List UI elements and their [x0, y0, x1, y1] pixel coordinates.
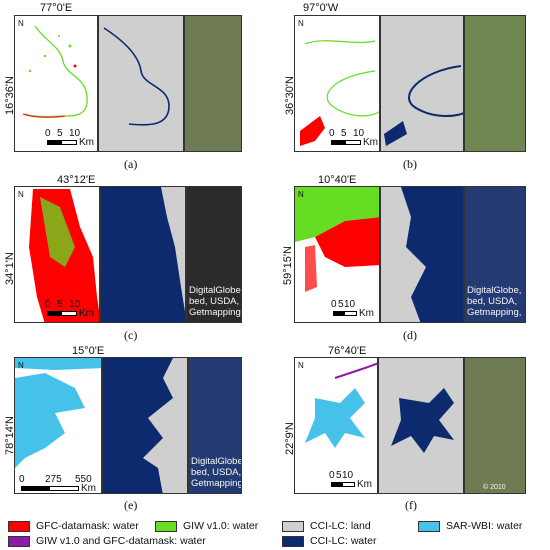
scale-tick-f-1: 5: [336, 470, 342, 481]
legend-item-cci-land: CCI-LC: land: [282, 520, 371, 532]
north-arrow-c: N: [18, 190, 24, 199]
caption-b: (b): [403, 157, 417, 171]
legend-swatch: [8, 535, 30, 547]
legend-item-giw-and-gfc-water: GIW v1.0 and GFC-datamask: water: [8, 535, 206, 547]
north-arrow-f: N: [298, 361, 304, 370]
scale-tick-a-0: 0: [45, 128, 51, 139]
scale-bar-e: [21, 486, 79, 491]
gfc-giw-map-d: N 0 5 10 Km: [294, 186, 380, 323]
coord-left-d: 59°15'N: [282, 246, 294, 285]
coord-top-d: 10°40'E: [318, 174, 357, 186]
attribution-c: DigitalGlobe, bed, USDA, Getmapping,: [189, 285, 242, 318]
sar-wbi-map-e: N 0 275 550 Km: [14, 357, 102, 494]
river-overlay-a: [22, 25, 88, 118]
scale-tick-e-0: 0: [19, 474, 25, 485]
attribution-e: DigitalGlobe, bed, USDA, Getmapping,: [191, 456, 242, 489]
scale-unit-c: Km: [79, 308, 94, 319]
satellite-image-a: [184, 15, 242, 152]
north-arrow-a: N: [18, 19, 24, 28]
satellite-image-f: © 2010 Google: [464, 357, 526, 494]
scale-unit-e: Km: [81, 483, 96, 494]
coord-top-e: 15°0'E: [72, 345, 105, 357]
scale-bar-b: [331, 140, 361, 145]
legend-item-sar-wbi-water: SAR-WBI: water: [418, 520, 522, 532]
coord-top-c: 43°12'E: [57, 174, 96, 186]
sar-wbi-map-f: N 0 5 10 Km: [294, 357, 378, 494]
cci-lc-map-c: [100, 186, 186, 323]
legend-swatch: [8, 520, 30, 532]
satellite-image-e: DigitalGlobe, bed, USDA, Getmapping,: [188, 357, 242, 494]
cci-lc-map-d: [380, 186, 464, 323]
legend-swatch: [155, 520, 177, 532]
north-arrow-b: N: [298, 19, 304, 28]
scale-tick-c-2: 10: [69, 299, 81, 310]
caption-c: (c): [124, 328, 138, 342]
scale-tick-a-2: 10: [69, 128, 81, 139]
legend-item-giw-water: GIW v1.0: water: [155, 520, 258, 532]
gfc-giw-map-a: N 0 5 10 Km: [14, 15, 98, 152]
cci-lc-map-e: [102, 357, 188, 494]
scale-tick-e-2: 550: [75, 474, 92, 485]
scale-unit-b: Km: [363, 137, 378, 148]
scale-tick-c-0: 0: [45, 299, 51, 310]
scale-bar-c: [47, 311, 77, 316]
scale-bar-a: [47, 140, 77, 145]
caption-e: (e): [124, 498, 138, 512]
gfc-giw-map-b: N 0 5 10 Km: [294, 15, 380, 152]
attribution-f: © 2010 Google: [483, 484, 506, 491]
cci-lc-map-b: [380, 15, 464, 152]
coord-top-a: 77°0'E: [40, 2, 73, 14]
scale-tick-c-1: 5: [57, 299, 63, 310]
scale-bar-d: [333, 311, 357, 316]
scale-tick-b-0: 0: [329, 128, 335, 139]
north-arrow-d: N: [298, 190, 304, 199]
scale-tick-f-0: 0: [329, 470, 335, 481]
legend-item-cci-water: CCI-LC: water: [282, 535, 377, 547]
scale-unit-d: Km: [359, 308, 374, 319]
scale-tick-b-1: 5: [341, 128, 347, 139]
caption-f: (f): [405, 498, 417, 512]
gfc-giw-map-c: N 0 5 10 Km: [14, 186, 100, 323]
scale-tick-f-2: 10: [342, 470, 354, 481]
satellite-image-d: DigitalGlobe, bed, USDA, Getmapping,: [464, 186, 526, 323]
cci-lc-map-f: [378, 357, 464, 494]
legend-item-gfc-water: GFC-datamask: water: [8, 520, 139, 532]
scale-bar-f: [331, 482, 355, 487]
legend-swatch: [418, 520, 440, 532]
scale-unit-f: Km: [357, 479, 372, 490]
caption-d: (d): [403, 328, 417, 342]
attribution-d: DigitalGlobe, bed, USDA, Getmapping,: [467, 285, 522, 318]
scale-unit-a: Km: [79, 137, 94, 148]
scale-tick-b-2: 10: [353, 128, 365, 139]
satellite-image-c: DigitalGlobe, bed, USDA, Getmapping,: [186, 186, 242, 323]
coord-top-b: 97°0'W: [303, 2, 339, 14]
legend-swatch: [282, 535, 304, 547]
cci-lc-map-a: [98, 15, 184, 152]
satellite-image-b: [464, 15, 526, 152]
caption-a: (a): [124, 157, 138, 171]
north-arrow-e: N: [18, 361, 24, 370]
legend-swatch: [282, 520, 304, 532]
coord-top-f: 76°40'E: [328, 345, 367, 357]
scale-tick-d-1: 5: [338, 299, 344, 310]
scale-tick-e-1: 275: [45, 474, 62, 485]
scale-tick-a-1: 5: [57, 128, 63, 139]
scale-tick-d-2: 10: [344, 299, 356, 310]
scale-tick-d-0: 0: [331, 299, 337, 310]
